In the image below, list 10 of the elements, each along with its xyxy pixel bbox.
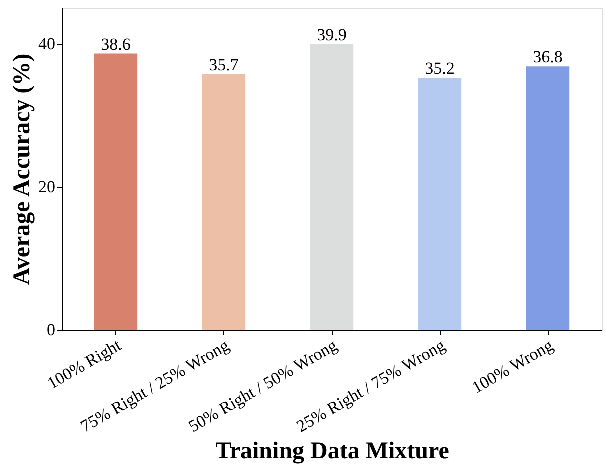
data-label: 36.8	[533, 48, 563, 67]
x-tick-label: 100% Wrong	[468, 336, 557, 398]
y-tick-label: 20	[38, 177, 56, 196]
data-label: 35.7	[209, 56, 240, 75]
data-label: 39.9	[317, 25, 347, 44]
x-axis-title: Training Data Mixture	[216, 438, 450, 465]
data-label: 38.6	[101, 34, 131, 54]
data-label: 35.2	[425, 59, 455, 78]
y-tick-label: 40	[38, 34, 56, 54]
y-axis-title: Average Accuracy (%)	[10, 54, 36, 286]
